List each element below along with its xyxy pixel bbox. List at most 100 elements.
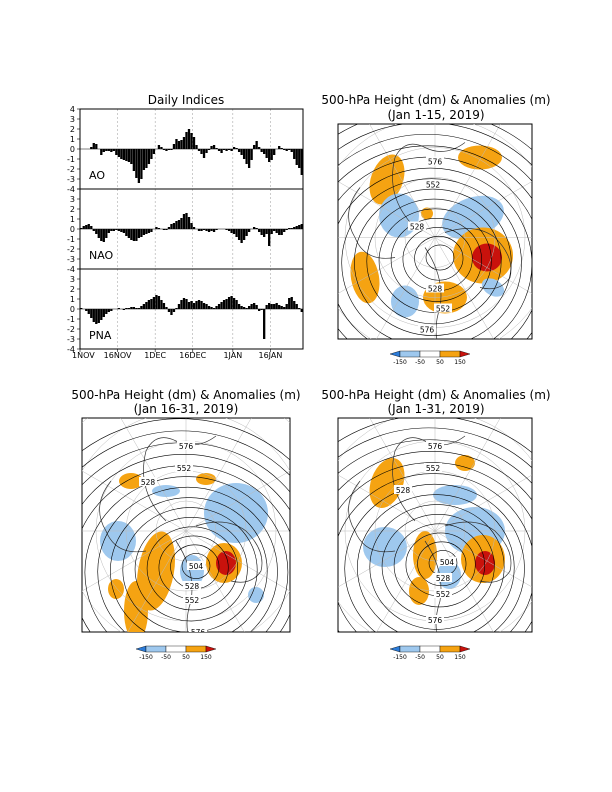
- bar-nao: [285, 229, 288, 230]
- bar-nao: [180, 218, 183, 229]
- bar-pna: [278, 305, 281, 309]
- bar-nao: [175, 221, 178, 229]
- colorbar-map3: -150 -50 50 150: [389, 645, 471, 661]
- bar-nao: [202, 229, 206, 230]
- coastline-greenland: [195, 521, 263, 583]
- bar-pna: [107, 309, 110, 312]
- meridian: [434, 474, 532, 532]
- height-contour: [338, 439, 532, 484]
- colorbar-label: -150: [393, 359, 407, 366]
- x-tick-label: 1DEC: [144, 351, 166, 360]
- height-contour: [82, 454, 290, 511]
- negative-anomaly: [204, 483, 268, 543]
- bar-pna: [215, 306, 218, 309]
- bar-pna: [80, 308, 83, 309]
- bar-nao: [125, 229, 128, 236]
- panel-label-nao: NAO: [89, 249, 114, 262]
- contour-label: 504: [440, 558, 455, 567]
- bar-ao: [137, 149, 141, 183]
- y-tick-label: -4: [67, 265, 75, 274]
- bar-nao: [283, 229, 286, 232]
- bar-nao: [110, 229, 113, 231]
- bar-pna: [95, 309, 98, 324]
- height-contour: [417, 541, 467, 587]
- bar-nao: [92, 229, 95, 231]
- bar-nao: [165, 229, 168, 230]
- bar-ao: [150, 149, 153, 159]
- bar-ao: [170, 149, 173, 150]
- bar-pna: [185, 299, 188, 309]
- bar-nao: [293, 227, 296, 229]
- bar-pna: [157, 296, 161, 309]
- meridian: [82, 470, 187, 532]
- bar-pna: [180, 300, 183, 309]
- bar-pna: [263, 309, 266, 339]
- bar-nao: [107, 229, 110, 233]
- bar-pna: [102, 309, 105, 317]
- bar-pna: [232, 298, 236, 309]
- bar-pna: [97, 309, 100, 323]
- bar-pna: [155, 295, 158, 309]
- bar-ao: [215, 148, 218, 149]
- colorbar-end-left: [389, 645, 401, 653]
- bar-pna: [288, 298, 291, 309]
- bar-ao: [288, 149, 291, 150]
- negative-anomaly: [363, 527, 407, 567]
- colorbar-segment: [419, 350, 441, 358]
- bar-pna: [85, 309, 88, 311]
- bar-pna: [298, 308, 301, 309]
- bar-pna: [122, 309, 126, 310]
- bar-pna: [202, 303, 206, 309]
- y-tick-label: -4: [67, 185, 75, 194]
- height-contour: [181, 553, 211, 579]
- contour-label-bg: [418, 324, 436, 334]
- y-tick-label: 3: [70, 115, 75, 124]
- bar-nao: [298, 225, 301, 229]
- bar-ao: [172, 144, 176, 149]
- height-contour: [122, 507, 258, 632]
- bar-nao: [215, 229, 218, 230]
- height-contour: [338, 473, 532, 632]
- map-jan-1-15: 576 552 528 528 552 576: [337, 123, 533, 340]
- map1-title: 500-hPa Height (dm) & Anomalies (m): [321, 93, 550, 107]
- bar-nao: [270, 229, 273, 234]
- height-contour: [82, 430, 290, 476]
- contour-label: 552: [185, 596, 200, 605]
- contour-label-bg: [434, 589, 452, 598]
- panel-label-ao: AO: [89, 169, 105, 182]
- contour-label: 576: [420, 326, 435, 335]
- bar-pna: [293, 301, 296, 309]
- bar-ao: [300, 149, 303, 175]
- bar-pna: [140, 306, 143, 309]
- coastlines: [99, 435, 263, 632]
- bar-nao: [275, 229, 278, 233]
- bar-nao: [95, 229, 98, 234]
- bar-nao: [127, 229, 131, 238]
- bar-pna: [225, 299, 228, 309]
- bar-ao: [165, 149, 168, 151]
- y-tick-label: 0: [70, 145, 75, 154]
- meridian: [185, 418, 252, 532]
- bar-pna: [283, 307, 286, 309]
- height-contour: [378, 208, 492, 313]
- contour-label: 528: [436, 574, 451, 583]
- bar-pna: [240, 306, 243, 309]
- bar-pna: [190, 301, 193, 309]
- bar-ao: [290, 149, 293, 152]
- bar-pna: [195, 301, 198, 309]
- bar-pna: [145, 302, 148, 309]
- height-contour: [425, 244, 455, 271]
- map2-period: (Jan 16-31, 2019): [134, 402, 239, 416]
- y-tick-label: -3: [67, 335, 75, 344]
- bar-pna: [182, 298, 186, 309]
- bar-nao: [97, 229, 100, 238]
- contour-label-bg: [424, 179, 442, 189]
- bar-pna: [207, 306, 211, 309]
- bar-ao: [240, 149, 243, 155]
- bar-nao: [115, 229, 118, 230]
- bar-nao: [265, 229, 268, 234]
- contour-label: 552: [426, 181, 441, 190]
- bar-pna: [268, 303, 271, 309]
- y-tick-label: -1: [67, 155, 75, 164]
- y-tick-label: -3: [67, 255, 75, 264]
